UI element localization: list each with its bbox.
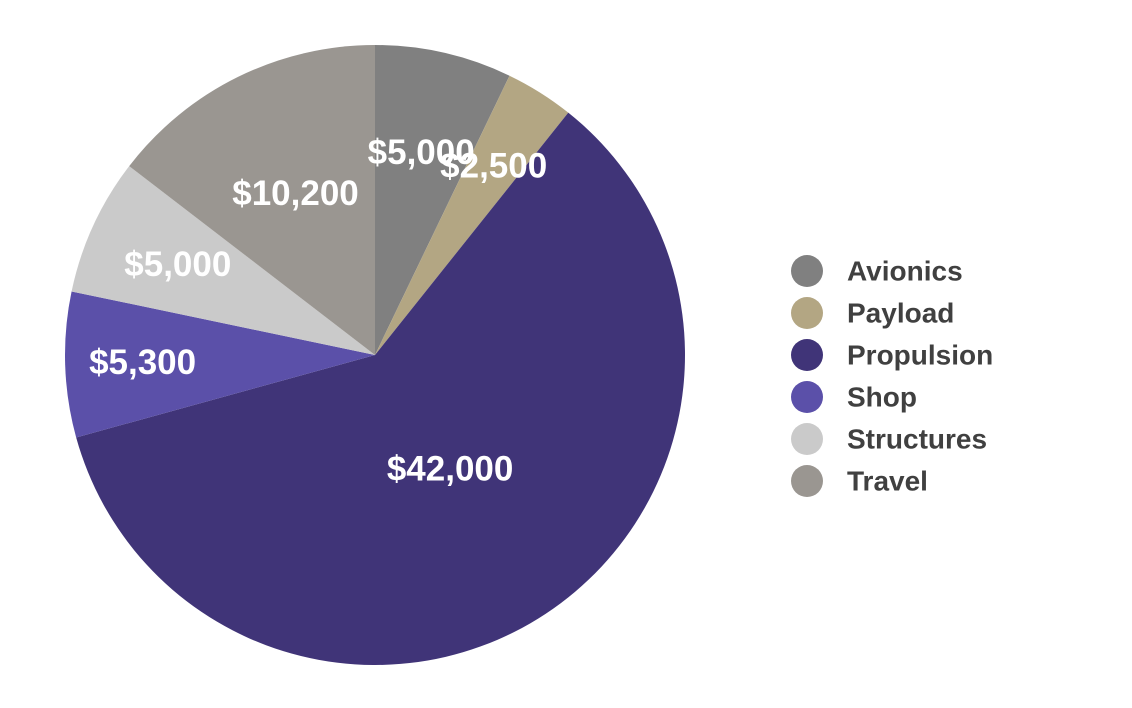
legend-label-shop: Shop (847, 382, 917, 413)
legend-swatch-payload (791, 297, 823, 329)
legend-item-structures: Structures (791, 423, 987, 455)
legend-item-travel: Travel (791, 465, 928, 497)
legend-item-propulsion: Propulsion (791, 339, 993, 371)
legend-label-travel: Travel (847, 466, 928, 497)
pie-slice-structures (71, 166, 375, 355)
slice-label-structures: $5,000 (124, 245, 231, 284)
pie-slices (64, 44, 685, 665)
slice-label-travel: $10,200 (232, 174, 359, 213)
legend: Avionics Payload Propulsion Shop Structures T… (791, 255, 993, 497)
pie-slice-propulsion (76, 112, 685, 665)
legend-swatch-travel (791, 465, 823, 497)
legend-label-structures: Structures (847, 424, 987, 455)
slice-label-avionics: $5,000 (368, 133, 475, 172)
pie-slice-travel (129, 44, 375, 355)
legend-swatch-avionics (791, 255, 823, 287)
pie-slice-avionics (375, 45, 510, 355)
slice-label-payload: $2,500 (440, 147, 547, 186)
slice-label-propulsion: $42,000 (387, 449, 514, 488)
pie-slice-payload (375, 75, 569, 355)
slice-label-shop: $5,300 (89, 343, 196, 382)
legend-swatch-propulsion (791, 339, 823, 371)
pie-slice-labels: $5,000$2,500$42,000$5,300$5,000$10,200 (89, 133, 547, 488)
legend-item-payload: Payload (791, 297, 954, 329)
legend-label-propulsion: Propulsion (847, 340, 993, 371)
legend-label-avionics: Avionics (847, 256, 963, 287)
legend-item-shop: Shop (791, 381, 917, 413)
legend-item-avionics: Avionics (791, 255, 963, 287)
legend-swatch-shop (791, 381, 823, 413)
pie-slice-shop (64, 291, 375, 438)
legend-swatch-structures (791, 423, 823, 455)
legend-label-payload: Payload (847, 298, 954, 329)
